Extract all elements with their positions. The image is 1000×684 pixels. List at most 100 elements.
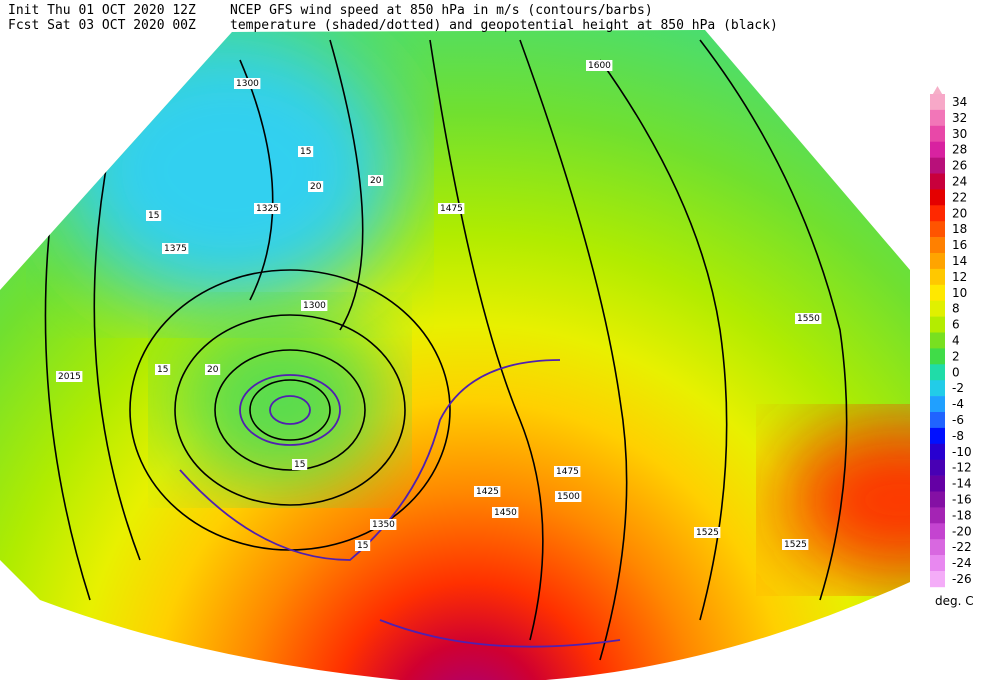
map-label-box — [795, 313, 822, 324]
colorbar-label: 4 — [952, 334, 960, 348]
colorbar-cell — [930, 539, 945, 556]
map-label-box — [292, 459, 308, 470]
colorbar-cell — [930, 284, 945, 301]
colorbar-cell — [930, 221, 945, 238]
map-label-box — [474, 486, 501, 497]
map-label-box — [694, 527, 721, 538]
colorbar-cell — [930, 523, 945, 540]
colorbar-cell — [930, 491, 945, 508]
map-label: 15 — [294, 460, 305, 470]
map-label: 1500 — [557, 492, 580, 502]
map-label-box — [586, 60, 613, 71]
map-label-box — [254, 203, 281, 214]
colorbar-cell — [930, 507, 945, 524]
colorbar-label: 18 — [952, 222, 967, 236]
map-label: 1550 — [797, 314, 820, 324]
map-label: 20 — [207, 365, 219, 375]
colorbar-cell — [930, 189, 945, 206]
colorbar-cell — [930, 555, 945, 572]
map-label: 15 — [157, 365, 168, 375]
colorbar-label: -4 — [952, 397, 964, 411]
map-label-box — [308, 181, 324, 192]
colorbar-label: 2 — [952, 349, 960, 363]
map-label-box — [782, 539, 809, 550]
colorbar-cell — [930, 571, 945, 588]
map-label: 1475 — [440, 204, 463, 214]
colorbar-cell — [930, 268, 945, 286]
map-label: 1300 — [236, 79, 259, 89]
map-label: 1425 — [476, 487, 499, 497]
colorbar-label: 20 — [952, 206, 967, 220]
colorbar-label: 24 — [952, 175, 967, 189]
colorbar-cell — [930, 396, 945, 413]
map-label: 20 — [310, 182, 322, 192]
colorbar-cell — [930, 157, 945, 174]
map-label-box — [301, 300, 328, 311]
colorbar-label: 32 — [952, 111, 967, 125]
map-label-box — [146, 210, 162, 221]
map-label: 1600 — [588, 61, 611, 71]
map-label-box — [355, 540, 371, 551]
colorbar-label: -2 — [952, 381, 964, 395]
map-label: 15 — [300, 147, 311, 157]
colorbar-label: -6 — [952, 413, 964, 427]
colorbar-cell — [930, 237, 945, 254]
colorbar-cell — [930, 427, 945, 445]
map-label-box — [438, 203, 465, 214]
colorbar-label: -26 — [952, 572, 972, 586]
map-label-box — [492, 507, 519, 518]
map-label: 2015 — [58, 372, 81, 382]
map-label-box — [155, 364, 171, 375]
colorbar-label: -10 — [952, 445, 972, 459]
forecast-time: Fcst Sat 03 OCT 2020 00Z — [8, 18, 196, 33]
colorbar-label: 0 — [952, 365, 960, 379]
colorbar-label: -22 — [952, 540, 972, 554]
colorbar-cell — [930, 459, 945, 476]
map-label: 1475 — [556, 467, 579, 477]
colorbar-cell — [930, 443, 945, 460]
map-label-box — [370, 519, 397, 530]
colorbar-label: -16 — [952, 493, 972, 507]
map-label-box — [205, 364, 221, 375]
colorbar-cell — [930, 380, 945, 397]
map-label: 1325 — [256, 204, 279, 214]
colorbar-cell — [930, 332, 945, 349]
colorbar-cell — [930, 253, 945, 270]
colorbar-label: -24 — [952, 556, 972, 570]
colorbar-label: 14 — [952, 254, 967, 268]
colorbar-label: -20 — [952, 524, 972, 538]
colorbar-label: -12 — [952, 461, 972, 475]
map-label: 1525 — [696, 528, 719, 538]
colorbar-label: 30 — [952, 127, 967, 141]
colorbar-label: 26 — [952, 159, 967, 173]
colorbar-label: 34 — [952, 95, 967, 109]
colorbar-label: -14 — [952, 477, 972, 491]
title-line-1: NCEP GFS wind speed at 850 hPa in m/s (c… — [230, 3, 653, 18]
colorbar-label: 10 — [952, 286, 967, 300]
colorbar-label: 6 — [952, 318, 960, 332]
colorbar-label: 22 — [952, 190, 967, 204]
map-label-box — [162, 243, 189, 254]
map-label-box — [234, 78, 261, 89]
colorbar-cell — [930, 141, 945, 158]
colorbar-cell — [930, 109, 945, 127]
map-label-box — [298, 146, 314, 157]
init-time: Init Thu 01 OCT 2020 12Z — [8, 3, 196, 18]
colorbar-cell — [930, 348, 945, 365]
map-label: 1525 — [784, 540, 807, 550]
colorbar-label: -8 — [952, 429, 964, 443]
colorbar-cell — [930, 300, 945, 317]
title-line-2: temperature (shaded/dotted) and geopoten… — [230, 18, 778, 33]
map-label: 1350 — [372, 520, 395, 530]
colorbar-cell — [930, 412, 945, 429]
colorbar-cell — [930, 205, 945, 222]
colorbar-label: 12 — [952, 270, 967, 284]
map-label: 15 — [357, 541, 368, 551]
colorbar-label: -18 — [952, 508, 972, 522]
colorbar-label: 16 — [952, 238, 967, 252]
map-label: 1375 — [164, 244, 187, 254]
map-label-box — [56, 371, 83, 382]
colorbar-cell — [930, 364, 945, 381]
